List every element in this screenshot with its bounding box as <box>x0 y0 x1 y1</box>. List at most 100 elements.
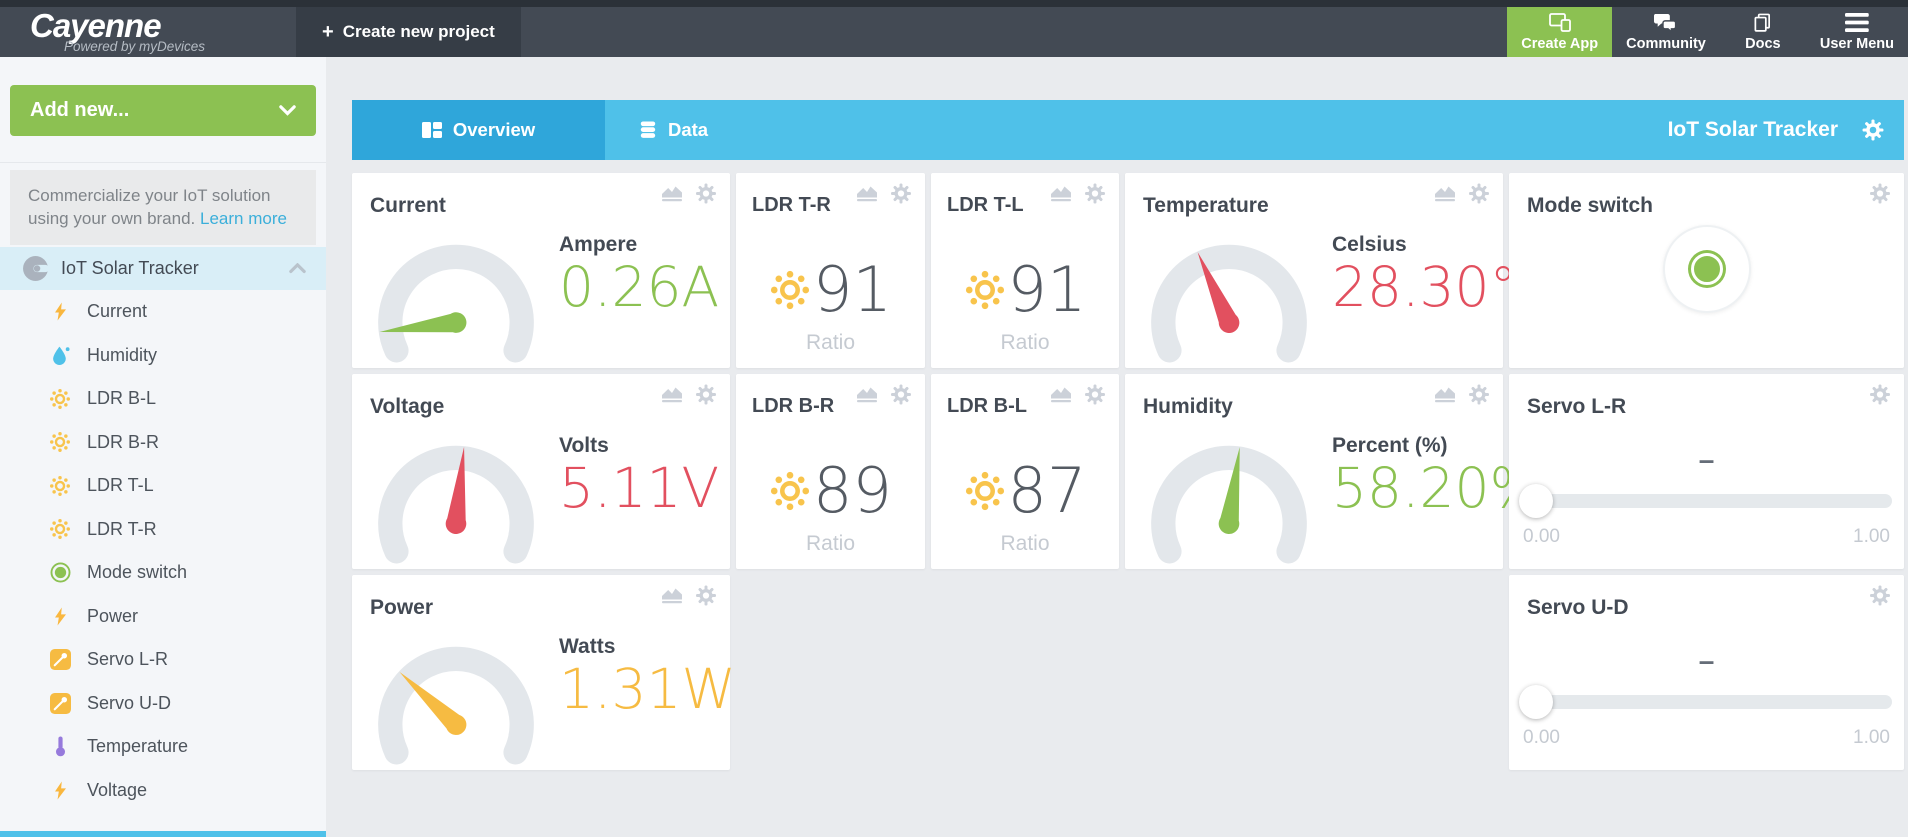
user-menu-label: User Menu <box>1819 35 1894 52</box>
sidebar-project-iot-solar-tracker[interactable]: IoT Solar Tracker <box>0 246 326 290</box>
widget-title: Power <box>370 596 434 619</box>
tab-data[interactable]: Data <box>605 100 742 160</box>
board-settings-button[interactable] <box>1862 100 1884 160</box>
widget-title: Servo U-D <box>1527 596 1629 619</box>
widget-ldr-b-l: LDR B-L 87 Ratio <box>931 374 1119 569</box>
servo-slider-knob[interactable] <box>1519 685 1553 719</box>
chart-icon[interactable] <box>660 384 684 405</box>
mode-switch-button[interactable] <box>1662 225 1751 313</box>
gear-icon[interactable] <box>889 183 913 204</box>
gear-icon[interactable] <box>1467 384 1491 405</box>
bolt-icon <box>48 302 72 321</box>
widget-value: 0.26A <box>559 255 720 319</box>
create-new-project-button[interactable]: + Create new project <box>296 7 521 57</box>
widget-humidity: Humidity Percent (%) 58.20% <box>1125 374 1542 569</box>
chart-icon[interactable] <box>855 183 879 204</box>
unit-label: Percent (%) <box>1332 434 1448 457</box>
unit-label: Ratio <box>805 532 856 555</box>
gear-icon <box>1862 119 1884 141</box>
create-app-label: Create App <box>1521 35 1599 52</box>
widget-title: LDR T-L <box>947 194 1024 216</box>
gauge-needle <box>379 312 467 333</box>
gear-icon[interactable] <box>694 384 718 405</box>
widget-value: 91 <box>1007 253 1087 326</box>
sidebar-item-ldr-b-r[interactable]: LDR B-R <box>0 420 326 464</box>
chart-icon[interactable] <box>1049 183 1073 204</box>
gauge-needle <box>399 671 467 735</box>
sidebar-item-ldr-t-l[interactable]: LDR T-L <box>0 464 326 508</box>
docs-icon <box>1754 13 1771 32</box>
cayenne-logo[interactable]: Cayenne Powered by myDevices <box>0 7 296 57</box>
sidebar-item-ldr-b-l[interactable]: LDR B-L <box>0 377 326 421</box>
widget-ldr-t-r: LDR T-R 91 Ratio <box>736 173 925 368</box>
community-button[interactable]: Community <box>1612 7 1720 57</box>
widget-title: LDR B-L <box>947 395 1027 417</box>
tab-bar: Overview Data IoT Solar Tracker <box>352 100 1904 160</box>
top-accent-strip <box>0 0 1908 7</box>
gear-icon[interactable] <box>1467 183 1491 204</box>
user-menu-button[interactable]: User Menu <box>1806 7 1908 57</box>
toggle-circle-icon <box>48 562 72 583</box>
widget-value: 87 <box>1007 454 1087 527</box>
slider-min-label: 0.00 <box>1523 526 1560 547</box>
sun-icon <box>769 470 811 512</box>
chart-icon[interactable] <box>660 183 684 204</box>
gear-icon[interactable] <box>1083 384 1107 405</box>
logo-tagline: Powered by myDevices <box>64 38 206 54</box>
sidebar-item-temperature[interactable]: Temperature <box>0 725 326 769</box>
gear-icon[interactable] <box>889 384 913 405</box>
widget-value: 28.30° <box>1332 255 1517 319</box>
sidebar-item-mode-switch[interactable]: Mode switch <box>0 551 326 595</box>
sidebar-item-current[interactable]: Current <box>0 290 326 334</box>
overview-grid-icon <box>422 121 442 139</box>
slider-min-label: 0.00 <box>1523 727 1560 748</box>
gear-icon[interactable] <box>1083 183 1107 204</box>
chart-icon[interactable] <box>855 384 879 405</box>
sidebar-item-servo-u-d[interactable]: Servo U-D <box>0 681 326 725</box>
widget-value: 1.31W <box>559 657 736 721</box>
create-app-button[interactable]: Create App <box>1507 7 1613 57</box>
widget-temperature: Temperature Celsius 28.30° <box>1125 173 1517 368</box>
project-label: IoT Solar Tracker <box>61 257 199 278</box>
gear-icon[interactable] <box>1868 183 1892 204</box>
chevron-down-icon <box>279 105 296 116</box>
chart-icon[interactable] <box>1433 384 1457 405</box>
chart-icon[interactable] <box>1433 183 1457 204</box>
widget-title: Humidity <box>1143 395 1233 418</box>
sidebar-item-power[interactable]: Power <box>0 594 326 638</box>
gear-icon[interactable] <box>694 585 718 606</box>
docs-button[interactable]: Docs <box>1720 7 1806 57</box>
plus-icon: + <box>322 20 334 43</box>
sun-icon <box>48 518 72 540</box>
sun-icon <box>769 269 811 311</box>
sidebar-item-voltage[interactable]: Voltage <box>0 768 326 812</box>
gauge <box>1151 244 1307 363</box>
chart-icon[interactable] <box>1049 384 1073 405</box>
sidebar-item-ldr-t-r[interactable]: LDR T-R <box>0 507 326 551</box>
widget-title: LDR B-R <box>752 395 835 417</box>
sidebar-item-servo-l-r[interactable]: Servo L-R <box>0 638 326 682</box>
chart-icon[interactable] <box>660 585 684 606</box>
widget-title: Current <box>370 194 446 217</box>
thermometer-icon <box>48 736 72 757</box>
sidebar-item-humidity[interactable]: Humidity <box>0 333 326 377</box>
widget-servo-l-r: Servo L-R – 0.00 1.00 <box>1509 374 1904 569</box>
gauge <box>378 445 534 564</box>
learn-more-link[interactable]: Learn more <box>200 209 287 229</box>
servo-slider-knob[interactable] <box>1519 484 1553 518</box>
widget-title: Mode switch <box>1527 194 1654 217</box>
community-label: Community <box>1626 35 1706 52</box>
gear-icon[interactable] <box>1868 585 1892 606</box>
promo-text: Commercialize your IoT solution using yo… <box>28 186 271 229</box>
add-new-button[interactable]: Add new... <box>10 85 316 136</box>
gauge <box>378 244 534 363</box>
gear-icon[interactable] <box>1868 384 1892 405</box>
slider-value: – <box>1698 444 1715 475</box>
gear-icon[interactable] <box>694 183 718 204</box>
top-bar: Cayenne Powered by myDevices + Create ne… <box>0 7 1908 57</box>
sidebar: Add new... Commercialize your IoT soluti… <box>0 57 326 837</box>
tab-overview[interactable]: Overview <box>352 100 605 160</box>
servo-slider-track[interactable] <box>1519 685 1892 719</box>
servo-slider-track[interactable] <box>1519 484 1892 518</box>
widget-servo-u-d: Servo U-D – 0.00 1.00 <box>1509 575 1904 770</box>
